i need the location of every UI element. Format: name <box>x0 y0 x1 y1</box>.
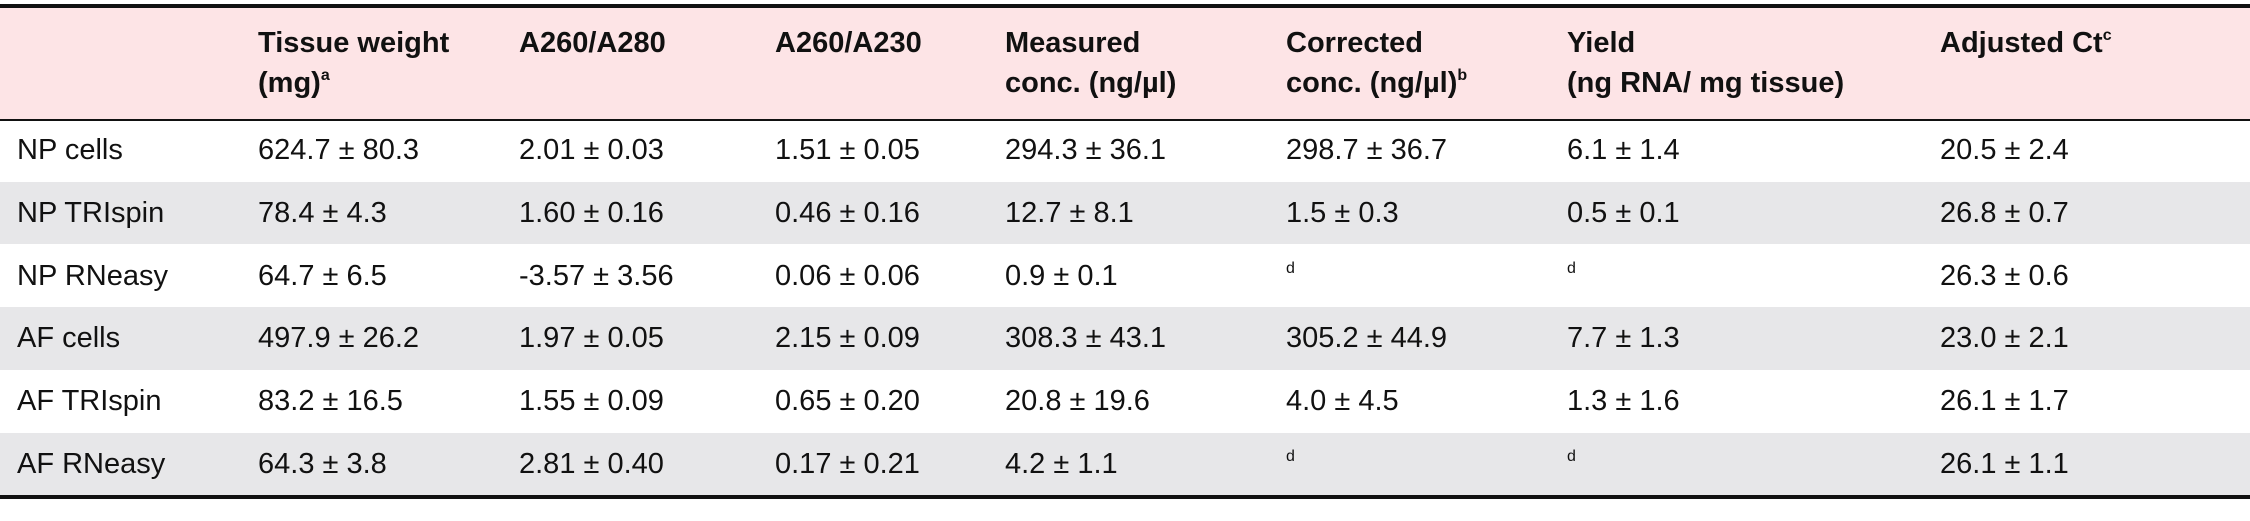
header-background <box>0 7 2250 119</box>
cell: 4.0 ± 4.5 <box>1286 385 1399 418</box>
cell: 7.7 ± 1.3 <box>1567 322 1680 355</box>
footnote-mark: a <box>320 67 330 84</box>
cell: 78.4 ± 4.3 <box>258 197 387 230</box>
footnote-mark: d <box>1286 259 1295 277</box>
cell: 0.5 ± 0.1 <box>1567 197 1680 230</box>
cell: 1.51 ± 0.05 <box>775 134 920 167</box>
header-text: conc. (ng/µl) <box>1005 67 1177 99</box>
header-cell: (mg)a <box>258 66 330 100</box>
row-label: NP cells <box>17 134 123 167</box>
cell: 2.01 ± 0.03 <box>519 134 664 167</box>
cell: 6.1 ± 1.4 <box>1567 134 1680 167</box>
header-text: Tissue weight <box>258 27 450 59</box>
header-cell: (ng RNA/ mg tissue) <box>1567 66 1844 100</box>
row-label: AF cells <box>17 322 121 355</box>
row-background <box>0 307 2250 370</box>
cell: 26.8 ± 0.7 <box>1940 197 2069 230</box>
cell: 294.3 ± 36.1 <box>1005 134 1167 167</box>
header-text: A260/A280 <box>519 27 666 59</box>
header-text: Measured <box>1005 27 1141 59</box>
cell: 0.46 ± 0.16 <box>775 197 920 230</box>
row-label: AF TRIspin <box>17 385 162 418</box>
cell: d <box>1286 259 1295 293</box>
cell: 1.60 ± 0.16 <box>519 197 664 230</box>
cell: 0.9 ± 0.1 <box>1005 259 1118 292</box>
header-cell: Adjusted Ctc <box>1940 26 2112 60</box>
cell: d <box>1286 447 1295 481</box>
bottom-rule <box>0 495 2250 500</box>
header-text: (mg) <box>258 67 321 99</box>
cell: d <box>1567 447 1576 481</box>
cell: 624.7 ± 80.3 <box>258 134 420 167</box>
header-cell: conc. (ng/µl) <box>1005 66 1176 100</box>
header-text: Corrected <box>1286 27 1423 59</box>
header-text: conc. (ng/µl) <box>1286 67 1458 99</box>
row-background <box>0 432 2250 496</box>
cell: 497.9 ± 26.2 <box>258 322 420 355</box>
header-cell: Corrected <box>1286 26 1423 60</box>
footnote-mark: d <box>1567 259 1576 277</box>
row-label: NP TRIspin <box>17 197 165 230</box>
header-text: Yield <box>1567 27 1636 59</box>
header-cell: Measured <box>1005 26 1140 60</box>
header-text: A260/A230 <box>775 27 922 59</box>
cell: 2.81 ± 0.40 <box>519 447 664 480</box>
header-cell: A260/A230 <box>775 26 922 60</box>
cell: 0.65 ± 0.20 <box>775 385 920 418</box>
cell: 23.0 ± 2.1 <box>1940 322 2069 355</box>
footnote-mark: b <box>1457 67 1468 84</box>
footnote-mark: d <box>1286 447 1295 465</box>
cell: 1.97 ± 0.05 <box>519 322 664 355</box>
row-label: NP RNeasy <box>17 259 168 292</box>
header-text: Adjusted Ct <box>1940 27 2103 59</box>
cell: 2.15 ± 0.09 <box>775 322 920 355</box>
row-background <box>0 181 2250 245</box>
cell: 12.7 ± 8.1 <box>1005 197 1134 230</box>
footnote-mark: d <box>1567 447 1576 465</box>
header-text: (ng RNA/ mg tissue) <box>1567 67 1845 99</box>
cell: 64.7 ± 6.5 <box>258 259 387 292</box>
header-cell: Yield <box>1567 26 1635 60</box>
cell: 305.2 ± 44.9 <box>1286 322 1448 355</box>
cell: 1.5 ± 0.3 <box>1286 197 1399 230</box>
top-rule <box>0 4 2250 8</box>
row-label: AF RNeasy <box>17 447 166 480</box>
cell: 0.17 ± 0.21 <box>775 447 920 480</box>
cell: 26.1 ± 1.7 <box>1940 385 2069 418</box>
cell: 20.5 ± 2.4 <box>1940 134 2069 167</box>
header-rule <box>0 119 2250 121</box>
cell: 298.7 ± 36.7 <box>1286 134 1448 167</box>
cell: 308.3 ± 43.1 <box>1005 322 1167 355</box>
cell: 4.2 ± 1.1 <box>1005 447 1118 480</box>
header-cell: Tissue weight <box>258 26 449 60</box>
cell: d <box>1567 259 1576 293</box>
header-cell: conc. (ng/µl)b <box>1286 66 1467 100</box>
footnote-mark: c <box>2102 27 2112 44</box>
cell: 64.3 ± 3.8 <box>258 447 387 480</box>
cell: 1.3 ± 1.6 <box>1567 385 1680 418</box>
header-cell: A260/A280 <box>519 26 666 60</box>
cell: 83.2 ± 16.5 <box>258 385 403 418</box>
cell: -3.57 ± 3.56 <box>519 259 674 292</box>
cell: 26.1 ± 1.1 <box>1940 447 2069 480</box>
cell: 20.8 ± 19.6 <box>1005 385 1150 418</box>
cell: 26.3 ± 0.6 <box>1940 259 2069 292</box>
cell: 1.55 ± 0.09 <box>519 385 664 418</box>
cell: 0.06 ± 0.06 <box>775 259 920 292</box>
